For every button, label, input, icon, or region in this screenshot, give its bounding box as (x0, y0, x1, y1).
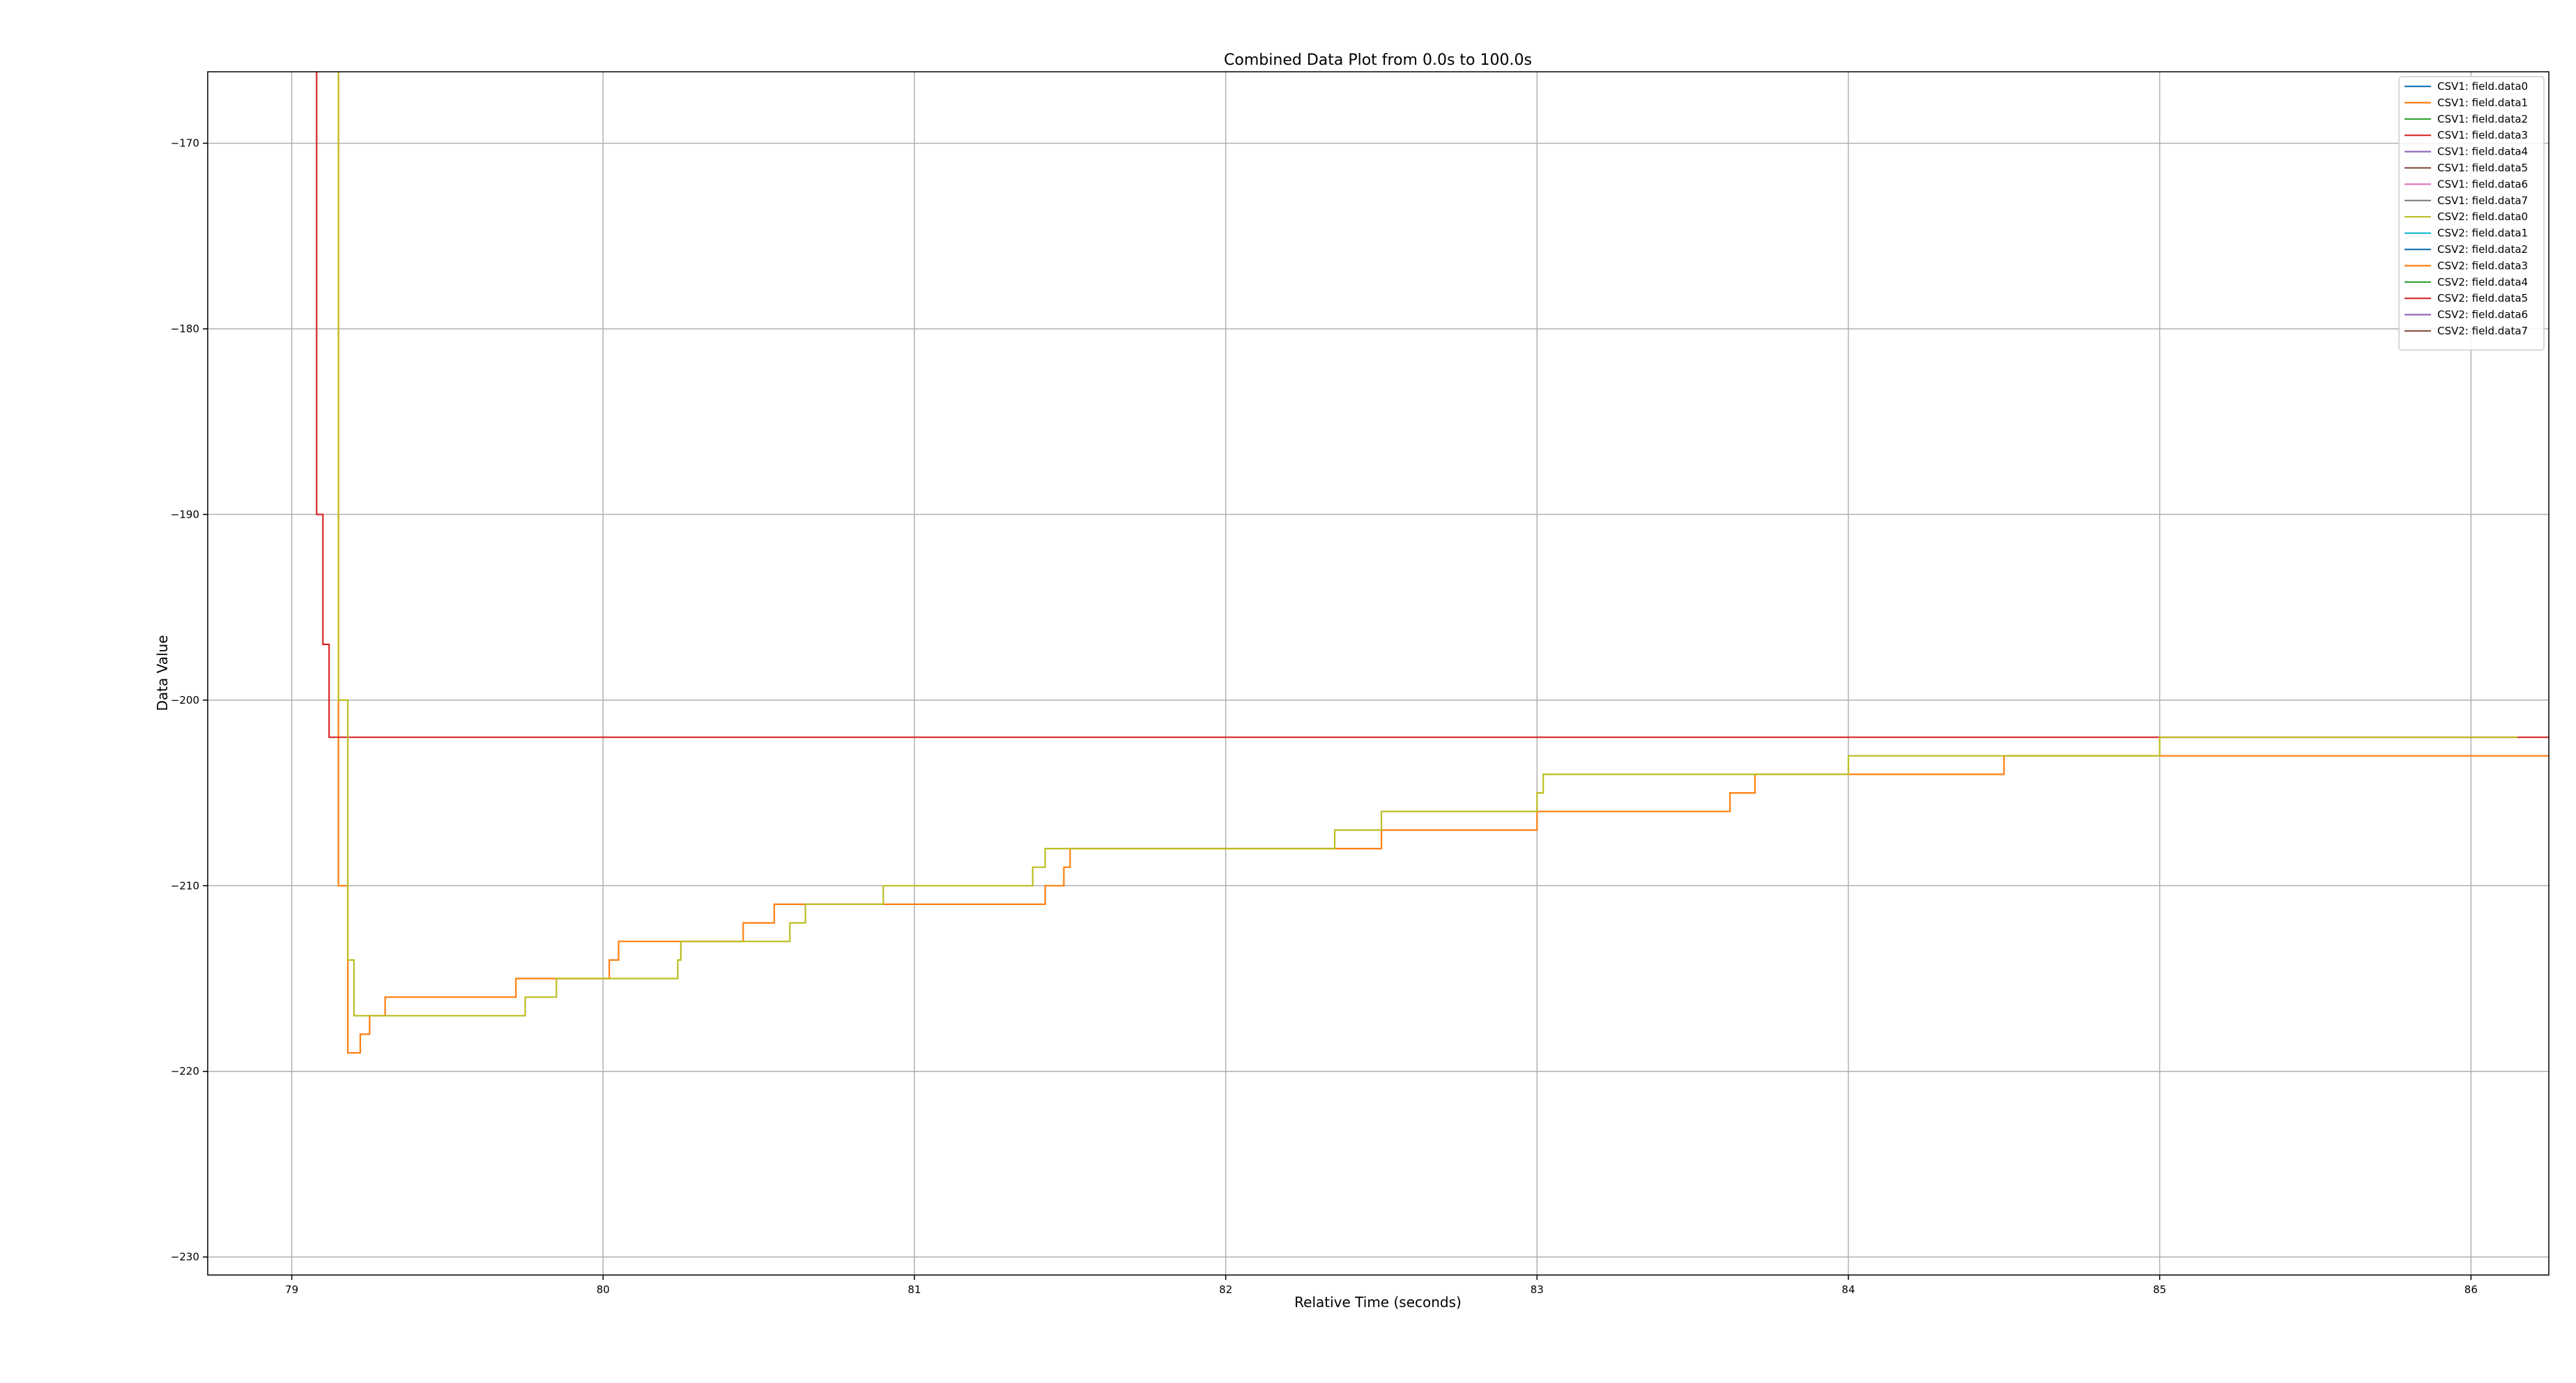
legend-entry-label: CSV2: field.data1 (2437, 227, 2528, 240)
legend-entry-label: CSV2: field.data2 (2437, 243, 2528, 256)
series-line-8 (337, 72, 2518, 1017)
y-tick-label: −170 (171, 137, 199, 150)
legend-entry-label: CSV2: field.data5 (2437, 292, 2528, 304)
y-tick-label: −220 (171, 1065, 199, 1078)
grid-lines (208, 72, 2549, 1275)
x-tick-label: 83 (1531, 1283, 1544, 1296)
x-tick-label: 82 (1219, 1283, 1232, 1296)
legend-entry-label: CSV2: field.data7 (2437, 325, 2528, 337)
legend-entry-label: CSV1: field.data1 (2437, 96, 2528, 109)
y-tick-label: −210 (171, 879, 199, 892)
legend-entry-label: CSV1: field.data7 (2437, 194, 2528, 207)
y-tick-label: −180 (171, 323, 199, 335)
legend: CSV1: field.data0 CSV1: field.data1 CSV1: … (2398, 76, 2545, 351)
y-tick-label: −190 (171, 508, 199, 520)
plot-frame (207, 71, 2550, 1276)
legend-entry-label: CSV1: field.data6 (2437, 178, 2528, 190)
legend-entry-label: CSV2: field.data3 (2437, 259, 2528, 272)
y-axis-ticks: −170 −180 −190 −200 −210 −220 −230 (171, 137, 208, 1263)
legend-entry-label: CSV1: field.data2 (2437, 113, 2528, 125)
legend-entry-label: CSV1: field.data5 (2437, 162, 2528, 174)
legend-entry-label: CSV2: field.data0 (2437, 210, 2528, 223)
x-tick-label: 81 (907, 1283, 921, 1296)
x-axis-label: Relative Time (seconds) (1294, 1294, 1462, 1311)
legend-entry-label: CSV1: field.data3 (2437, 129, 2528, 141)
legend-entry-label: CSV2: field.data4 (2437, 276, 2528, 288)
x-tick-label: 80 (597, 1283, 610, 1296)
x-axis-ticks: 79 80 81 82 83 84 85 86 (285, 1275, 2478, 1296)
x-tick-label: 79 (285, 1283, 298, 1296)
legend-entry-label: CSV2: field.data6 (2437, 309, 2528, 321)
y-tick-label: −200 (171, 694, 199, 706)
legend-entry-label: CSV1: field.data4 (2437, 146, 2528, 158)
x-tick-label: 86 (2464, 1283, 2478, 1296)
y-axis-label: Data Value (154, 635, 171, 711)
legend-entry-label: CSV1: field.data0 (2437, 80, 2528, 93)
chart-title: Combined Data Plot from 0.0s to 100.0s (1224, 52, 1532, 69)
x-tick-label: 85 (2153, 1283, 2166, 1296)
series-layer (316, 72, 2549, 1054)
y-tick-label: −230 (171, 1251, 199, 1263)
series-line-3 (316, 72, 2549, 739)
legend-box (2398, 76, 2545, 351)
series-line-1 (337, 72, 2549, 1054)
x-tick-label: 84 (1841, 1283, 1855, 1296)
